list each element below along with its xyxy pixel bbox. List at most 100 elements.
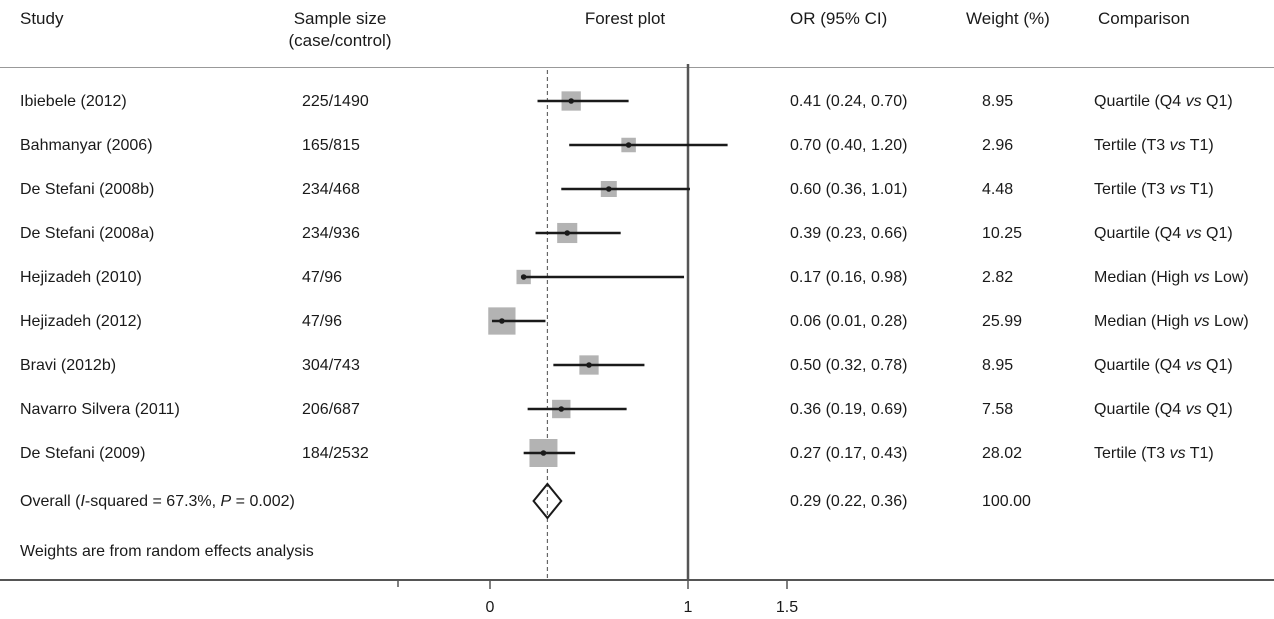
comparison: Quartile (Q4 vs Q1): [1094, 356, 1233, 376]
comparison-pre: Tertile (T3: [1094, 181, 1170, 198]
comparison-vs: vs: [1169, 445, 1186, 462]
study-name: De Stefani (2009): [20, 445, 146, 462]
comparison-post: Low): [1209, 313, 1249, 330]
axis-rule: [0, 579, 1274, 581]
comparison-post: Low): [1209, 269, 1249, 286]
comparison-vs: vs: [1169, 137, 1186, 154]
comparison-pre: Quartile (Q4: [1094, 401, 1186, 418]
comparison-vs: vs: [1185, 401, 1202, 418]
or-ci: 0.27 (0.17, 0.43): [790, 445, 908, 462]
header-study: Study: [20, 9, 64, 28]
comparison-post: Q1): [1201, 93, 1233, 110]
comparison: Tertile (T3 vs T1): [1094, 444, 1214, 464]
comparison-post: T1): [1185, 137, 1214, 154]
sample-size: 47/96: [302, 269, 343, 286]
sample-size: 165/815: [302, 137, 360, 154]
weight: 10.25: [982, 225, 1023, 242]
comparison-pre: Tertile (T3: [1094, 445, 1170, 462]
weight: 2.96: [982, 137, 1014, 154]
study-name: Ibiebele (2012): [20, 93, 127, 110]
or-ci: 0.39 (0.23, 0.66): [790, 225, 908, 242]
or-ci: 0.06 (0.01, 0.28): [790, 313, 908, 330]
point-estimate-dot: [558, 406, 565, 412]
weight: 7.58: [982, 401, 1014, 418]
comparison-pre: Median (High: [1094, 313, 1194, 330]
overall-weight: 100.00: [982, 493, 1031, 510]
header-forest-plot: Forest plot: [584, 9, 666, 28]
header-comparison: Comparison: [1098, 9, 1190, 28]
weight: 25.99: [982, 313, 1023, 330]
comparison-vs: vs: [1193, 313, 1210, 330]
header-sample-size: Sample size (case/control): [270, 8, 410, 52]
comparison: Tertile (T3 vs T1): [1094, 136, 1214, 156]
comparison-vs: vs: [1169, 181, 1186, 198]
comparison-post: Q1): [1201, 401, 1233, 418]
comparison-vs: vs: [1185, 357, 1202, 374]
comparison: Tertile (T3 vs T1): [1094, 180, 1214, 200]
point-estimate-dot: [586, 362, 592, 368]
comparison-vs: vs: [1193, 269, 1210, 286]
weight: 8.95: [982, 357, 1014, 374]
header-weight: Weight (%): [966, 9, 1050, 28]
comparison: Quartile (Q4 vs Q1): [1094, 224, 1233, 244]
sample-size: 304/743: [302, 357, 360, 374]
header-rule: [0, 67, 1274, 68]
header-sample-size-line1: Sample size: [293, 9, 387, 28]
sample-size: 206/687: [302, 401, 360, 418]
comparison: Quartile (Q4 vs Q1): [1094, 400, 1233, 420]
overall-label-post: = 0.002): [231, 493, 295, 510]
study-name: Bravi (2012b): [20, 357, 117, 374]
or-ci: 0.36 (0.19, 0.69): [790, 401, 908, 418]
weight: 2.82: [982, 269, 1014, 286]
study-name: Navarro Silvera (2011): [20, 401, 180, 418]
study-name: De Stefani (2008a): [20, 225, 155, 242]
point-estimate-dot: [564, 230, 571, 236]
sample-size: 184/2532: [302, 445, 369, 462]
comparison-vs: vs: [1185, 225, 1202, 242]
weight: 8.95: [982, 93, 1014, 110]
point-estimate-dot: [520, 274, 527, 280]
comparison-pre: Quartile (Q4: [1094, 225, 1186, 242]
comparison-post: T1): [1185, 445, 1214, 462]
comparison-vs: vs: [1185, 93, 1202, 110]
comparison-pre: Quartile (Q4: [1094, 93, 1186, 110]
overall-label-p: P: [220, 493, 232, 510]
point-estimate-dot: [606, 186, 612, 192]
study-name: Bahmanyar (2006): [20, 137, 153, 154]
overall-or-ci: 0.29 (0.22, 0.36): [790, 493, 908, 510]
comparison-pre: Quartile (Q4: [1094, 357, 1186, 374]
comparison-pre: Tertile (T3: [1094, 137, 1170, 154]
study-name: Hejizadeh (2012): [20, 313, 142, 330]
or-ci: 0.50 (0.32, 0.78): [790, 357, 908, 374]
comparison-post: Q1): [1201, 357, 1233, 374]
header-sample-size-line2: (case/control): [288, 31, 392, 50]
point-estimate-dot: [568, 98, 574, 104]
footnote: Weights are from random effects analysis: [20, 543, 314, 560]
sample-size: 234/468: [302, 181, 360, 198]
comparison: Quartile (Q4 vs Q1): [1094, 92, 1233, 112]
weight: 4.48: [982, 181, 1014, 198]
overall-label-mid: -squared = 67.3%,: [84, 493, 221, 510]
sample-size: 225/1490: [302, 93, 369, 110]
sample-size: 47/96: [302, 313, 343, 330]
overall-label: Overall (I-squared = 67.3%, P = 0.002): [20, 492, 295, 512]
header-or-ci: OR (95% CI): [790, 9, 888, 28]
comparison: Median (High vs Low): [1094, 268, 1249, 288]
overall-label-pre: Overall (: [20, 493, 81, 510]
or-ci: 0.17 (0.16, 0.98): [790, 269, 908, 286]
x-tick-label: 1: [684, 599, 693, 616]
point-estimate-dot: [625, 142, 632, 148]
comparison-post: Q1): [1201, 225, 1233, 242]
point-estimate-dot: [499, 318, 505, 324]
or-ci: 0.70 (0.40, 1.20): [790, 137, 908, 154]
x-tick-label: 0: [486, 599, 495, 616]
weight: 28.02: [982, 445, 1023, 462]
comparison-pre: Median (High: [1094, 269, 1194, 286]
x-tick-label: 1.5: [776, 599, 798, 616]
overall-label-i: I: [80, 493, 85, 510]
point-estimate-dot: [540, 450, 547, 456]
or-ci: 0.60 (0.36, 1.01): [790, 181, 908, 198]
sample-size: 234/936: [302, 225, 360, 242]
study-name: Hejizadeh (2010): [20, 269, 142, 286]
